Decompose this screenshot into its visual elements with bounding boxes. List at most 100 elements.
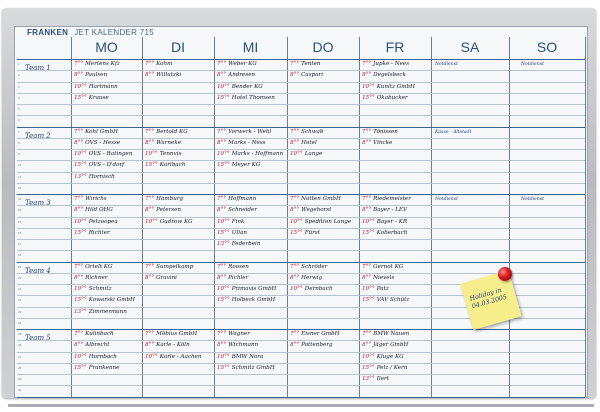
row-number: 2 (18, 73, 20, 78)
schedule-entry: 10°° Marks - Hoffmann (217, 151, 283, 157)
row-number: 24 (18, 320, 22, 325)
customer-name: Karle - Köln (156, 342, 190, 349)
row-number: 6 (18, 118, 20, 123)
schedule-entry: 13°° Zimmermann (74, 309, 127, 315)
time-slot: 15°° (145, 162, 158, 169)
row-number: 18 (18, 253, 22, 258)
time-slot: 8°° (362, 139, 372, 146)
row-line (17, 171, 585, 173)
schedule-entry: 15°° Krause (74, 95, 109, 101)
time-slot: 15°° (362, 94, 375, 101)
customer-name: Gudrow KG (159, 218, 193, 225)
customer-name: Federbein (231, 241, 261, 247)
schedule-entry: 7°° Roosen (217, 264, 249, 270)
day-header: FR (385, 39, 405, 55)
row-number: 9 (18, 152, 20, 156)
schedule-entry: 10°° Tennvis (145, 151, 181, 157)
row-line (17, 205, 585, 207)
time-slot: 10°° (362, 83, 375, 90)
schedule-entry: 7°° Kulinbach (74, 331, 114, 337)
customer-name: Jäger GmbH (373, 342, 409, 349)
saturday-note: Kasse - Altstadt (435, 129, 472, 135)
row-line (17, 160, 585, 162)
time-slot: 7°° (290, 331, 300, 337)
time-slot: 7°° (74, 331, 84, 337)
schedule-entry: 15°° Koberbach (362, 230, 407, 236)
schedule-entry: 7°° Bertold KG (145, 129, 188, 135)
header-divider (17, 59, 585, 60)
time-slot: 10°° (217, 151, 230, 157)
customer-name: Bender KG (231, 83, 263, 90)
row-line (17, 295, 585, 297)
customer-name: Kluge KG (376, 353, 404, 360)
row-line (17, 104, 585, 105)
pen-tray (8, 404, 594, 407)
time-slot: 8°° (362, 72, 372, 79)
time-slot: 7°° (217, 196, 227, 202)
time-slot: 8°° (217, 274, 227, 281)
row-number: 10 (18, 163, 22, 168)
customer-name: Pelz / Kern (376, 364, 408, 371)
time-slot: 7°° (74, 61, 84, 67)
schedule-entry: 8°° Wegehorst (290, 207, 331, 213)
row-number: 20 (18, 275, 22, 280)
customer-name: Ortelt KG (85, 263, 113, 270)
customer-name: Meyer KG (231, 162, 261, 169)
customer-name: Bayer - KR (376, 218, 408, 225)
schedule-entry: 8°° Bayer - LEV (362, 207, 407, 213)
schedule-entry: 8°° Degelsbeck (362, 72, 406, 78)
time-slot: 10°° (145, 218, 158, 225)
schedule-entry: 8°° Hotel (290, 140, 317, 146)
customer-name: Möbius GmbH (156, 331, 198, 337)
team-label: Team 5 (25, 334, 51, 342)
row-line (17, 317, 585, 319)
customer-name: Marks - Hoffmann (231, 151, 284, 157)
schedule-entry: 8°° Andresen (217, 72, 255, 78)
customer-name: Gernot KG (373, 263, 404, 270)
row-number: 4 (18, 95, 20, 100)
schedule-entry: 10°° Bayer - KR (362, 219, 407, 225)
time-slot: 13°° (74, 308, 87, 315)
time-slot: 7°° (362, 61, 372, 67)
schedule-entry: 7°° Gernot KG (362, 264, 403, 270)
customer-name: Bayer - LEV (373, 207, 408, 214)
schedule-entry: 7°° Eisner GmbH (290, 331, 340, 337)
schedule-entry: 8°° Willutzki (145, 72, 181, 78)
customer-name: Hotel Thomsen (231, 94, 275, 101)
time-slot: 10°° (217, 353, 230, 360)
schedule-entry: 15°° Richter (74, 230, 110, 236)
customer-name: Notten GmbH (301, 196, 341, 202)
schedule-entry: 7°° Schröder (290, 264, 327, 270)
customer-name: Pichler (228, 274, 249, 281)
time-slot: 10°° (290, 151, 303, 157)
time-slot: 10°° (362, 286, 375, 292)
time-slot: 7°° (74, 128, 84, 135)
customer-name: Koberbach (376, 229, 408, 236)
day-header: SO (536, 39, 558, 55)
schedule-entry: 7°° Vorwerk - Wehl (217, 129, 271, 135)
time-slot: 7°° (362, 196, 372, 202)
row-number: 14 (18, 208, 22, 213)
schedule-entry: 10°° Lange (290, 151, 322, 157)
schedule-entry: 7°° Mertens Kfz (74, 61, 120, 67)
column-divider (585, 37, 586, 397)
row-line (17, 261, 585, 263)
brand-name: FRANKEN (27, 28, 69, 37)
time-slot: 8°° (290, 342, 300, 349)
customer-name: Hild OHG (85, 207, 113, 214)
time-slot: 8°° (145, 72, 155, 79)
row-line (17, 340, 585, 342)
schedule-entry: 13°° Federbein (217, 241, 260, 247)
schedule-entry: 8°° Hild OHG (74, 207, 113, 213)
row-line (17, 194, 585, 195)
schedule-entry: 15°° Schmitz GmbH (217, 365, 275, 371)
customer-name: Primavis GmbH (231, 286, 277, 292)
customer-name: Marks - Ness (228, 139, 266, 146)
customer-name: Kowarski GmbH (88, 297, 135, 304)
row-line (17, 385, 585, 387)
customer-name: Roosen (228, 263, 249, 270)
schedule-entry: 15°° Kowarski GmbH (74, 297, 135, 303)
row-line (17, 126, 585, 128)
customer-name: OVS - D'dorf (88, 162, 125, 169)
customer-name: Petzoopea (88, 218, 118, 225)
